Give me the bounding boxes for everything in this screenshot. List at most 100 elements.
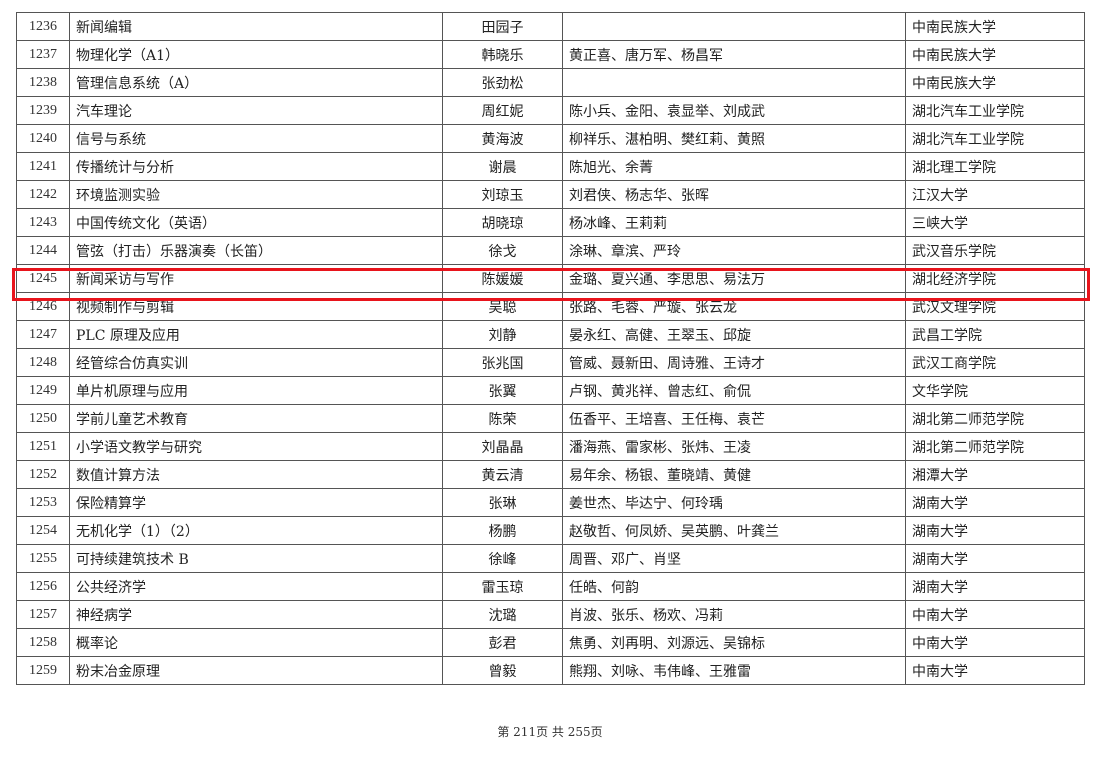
table-row: 1237 物理化学（A1） 韩晓乐 黄正喜、唐万军、杨昌军 中南民族大学 xyxy=(16,40,1085,69)
team-members: 陈旭光、余菁 xyxy=(562,152,906,181)
table-row: 1258 概率论 彭君 焦勇、刘再明、刘源远、吴锦标 中南大学 xyxy=(16,628,1085,657)
row-number: 1248 xyxy=(16,348,70,377)
table-row: 1241 传播统计与分析 谢晨 陈旭光、余菁 湖北理工学院 xyxy=(16,152,1085,181)
team-members: 涂琳、章滨、严玲 xyxy=(562,236,906,265)
course-leader: 曾毅 xyxy=(442,656,563,685)
team-members: 伍香平、王培喜、王任梅、袁芒 xyxy=(562,404,906,433)
course-name: 数值计算方法 xyxy=(69,460,443,489)
row-number: 1249 xyxy=(16,376,70,405)
course-leader: 刘晶晶 xyxy=(442,432,563,461)
school-name: 湖北第二师范学院 xyxy=(905,404,1085,433)
table-row: 1239 汽车理论 周红妮 陈小兵、金阳、袁显举、刘成武 湖北汽车工业学院 xyxy=(16,96,1085,125)
school-name: 湖南大学 xyxy=(905,516,1085,545)
team-members: 管威、聂新田、周诗雅、王诗才 xyxy=(562,348,906,377)
school-name: 武汉工商学院 xyxy=(905,348,1085,377)
school-name: 中南民族大学 xyxy=(905,40,1085,69)
course-name: 经管综合仿真实训 xyxy=(69,348,443,377)
table-row: 1236 新闻编辑 田园子 中南民族大学 xyxy=(16,12,1085,41)
table-row: 1249 单片机原理与应用 张翼 卢钢、黄兆祥、曾志红、俞侃 文华学院 xyxy=(16,376,1085,405)
school-name: 三峡大学 xyxy=(905,208,1085,237)
course-name: 视频制作与剪辑 xyxy=(69,292,443,321)
school-name: 中南大学 xyxy=(905,600,1085,629)
team-members: 熊翔、刘咏、韦伟峰、王雅雷 xyxy=(562,656,906,685)
table-row: 1256 公共经济学 雷玉琼 任皓、何韵 湖南大学 xyxy=(16,572,1085,601)
course-name: 保险精算学 xyxy=(69,488,443,517)
page-footer: 第 211页 共 255页 xyxy=(497,725,603,739)
team-members: 张路、毛蓉、严璇、张云龙 xyxy=(562,292,906,321)
school-name: 江汉大学 xyxy=(905,180,1085,209)
table-row: 1255 可持续建筑技术 B 徐峰 周晋、邓广、肖坚 湖南大学 xyxy=(16,544,1085,573)
course-leader: 黄云清 xyxy=(442,460,563,489)
course-leader: 彭君 xyxy=(442,628,563,657)
course-leader: 周红妮 xyxy=(442,96,563,125)
table-row: 1244 管弦（打击）乐器演奏（长笛） 徐戈 涂琳、章滨、严玲 武汉音乐学院 xyxy=(16,236,1085,265)
team-members: 卢钢、黄兆祥、曾志红、俞侃 xyxy=(562,376,906,405)
table-row: 1250 学前儿童艺术教育 陈荣 伍香平、王培喜、王任梅、袁芒 湖北第二师范学院 xyxy=(16,404,1085,433)
row-number: 1255 xyxy=(16,544,70,573)
table-row: 1247 PLC 原理及应用 刘静 晏永红、高健、王翠玉、邱旋 武昌工学院 xyxy=(16,320,1085,349)
course-name: 无机化学（1）（2） xyxy=(69,516,443,545)
row-number: 1259 xyxy=(16,656,70,685)
course-name: 公共经济学 xyxy=(69,572,443,601)
course-leader: 韩晓乐 xyxy=(442,40,563,69)
course-leader: 田园子 xyxy=(442,12,563,41)
course-leader: 吴聪 xyxy=(442,292,563,321)
row-number: 1246 xyxy=(16,292,70,321)
course-leader: 黄海波 xyxy=(442,124,563,153)
school-name: 湘潭大学 xyxy=(905,460,1085,489)
row-number: 1237 xyxy=(16,40,70,69)
course-leader: 刘琼玉 xyxy=(442,180,563,209)
table-row: 1242 环境监测实验 刘琼玉 刘君侠、杨志华、张晖 江汉大学 xyxy=(16,180,1085,209)
team-members: 晏永红、高健、王翠玉、邱旋 xyxy=(562,320,906,349)
course-leader: 张兆国 xyxy=(442,348,563,377)
course-name: 新闻编辑 xyxy=(69,12,443,41)
course-name: 中国传统文化（英语） xyxy=(69,208,443,237)
team-members xyxy=(562,12,906,41)
row-number: 1241 xyxy=(16,152,70,181)
course-name: 学前儿童艺术教育 xyxy=(69,404,443,433)
row-number: 1247 xyxy=(16,320,70,349)
team-members: 任皓、何韵 xyxy=(562,572,906,601)
course-leader: 陈媛媛 xyxy=(442,264,563,293)
school-name: 中南民族大学 xyxy=(905,12,1085,41)
school-name: 中南民族大学 xyxy=(905,68,1085,97)
school-name: 湖南大学 xyxy=(905,544,1085,573)
table-row: 1243 中国传统文化（英语） 胡晓琼 杨冰峰、王莉莉 三峡大学 xyxy=(16,208,1085,237)
course-leader: 张琳 xyxy=(442,488,563,517)
course-name: 小学语文教学与研究 xyxy=(69,432,443,461)
course-leader: 杨鹏 xyxy=(442,516,563,545)
school-name: 湖北经济学院 xyxy=(905,264,1085,293)
table-row: 1253 保险精算学 张琳 姜世杰、毕达宁、何玲瑀 湖南大学 xyxy=(16,488,1085,517)
row-number: 1243 xyxy=(16,208,70,237)
course-leader: 陈荣 xyxy=(442,404,563,433)
course-name: PLC 原理及应用 xyxy=(69,320,443,349)
row-number: 1236 xyxy=(16,12,70,41)
course-leader: 张劲松 xyxy=(442,68,563,97)
team-members: 杨冰峰、王莉莉 xyxy=(562,208,906,237)
team-members: 肖波、张乐、杨欢、冯莉 xyxy=(562,600,906,629)
table-row: 1254 无机化学（1）（2） 杨鹏 赵敬哲、何凤娇、吴英鹏、叶龚兰 湖南大学 xyxy=(16,516,1085,545)
table-row: 1257 神经病学 沈璐 肖波、张乐、杨欢、冯莉 中南大学 xyxy=(16,600,1085,629)
team-members: 姜世杰、毕达宁、何玲瑀 xyxy=(562,488,906,517)
course-name: 传播统计与分析 xyxy=(69,152,443,181)
row-number: 1251 xyxy=(16,432,70,461)
table-row: 1251 小学语文教学与研究 刘晶晶 潘海燕、雷家彬、张炜、王凌 湖北第二师范学院 xyxy=(16,432,1085,461)
course-table: 1236 新闻编辑 田园子 中南民族大学 1237 物理化学（A1） 韩晓乐 黄正喜、唐万军、… xyxy=(16,12,1085,685)
school-name: 湖南大学 xyxy=(905,488,1085,517)
team-members: 陈小兵、金阳、袁显举、刘成武 xyxy=(562,96,906,125)
school-name: 湖北汽车工业学院 xyxy=(905,124,1085,153)
course-leader: 谢晨 xyxy=(442,152,563,181)
table-row: 1245 新闻采访与写作 陈媛媛 金璐、夏兴通、李思思、易法万 湖北经济学院 xyxy=(16,264,1085,293)
table-row: 1238 管理信息系统（A） 张劲松 中南民族大学 xyxy=(16,68,1085,97)
school-name: 文华学院 xyxy=(905,376,1085,405)
table-row: 1248 经管综合仿真实训 张兆国 管威、聂新田、周诗雅、王诗才 武汉工商学院 xyxy=(16,348,1085,377)
school-name: 湖北汽车工业学院 xyxy=(905,96,1085,125)
course-name: 环境监测实验 xyxy=(69,180,443,209)
row-number: 1250 xyxy=(16,404,70,433)
row-number: 1240 xyxy=(16,124,70,153)
course-name: 单片机原理与应用 xyxy=(69,376,443,405)
course-name: 神经病学 xyxy=(69,600,443,629)
course-leader: 沈璐 xyxy=(442,600,563,629)
table-row: 1240 信号与系统 黄海波 柳祥乐、湛柏明、樊红莉、黄照 湖北汽车工业学院 xyxy=(16,124,1085,153)
team-members: 金璐、夏兴通、李思思、易法万 xyxy=(562,264,906,293)
